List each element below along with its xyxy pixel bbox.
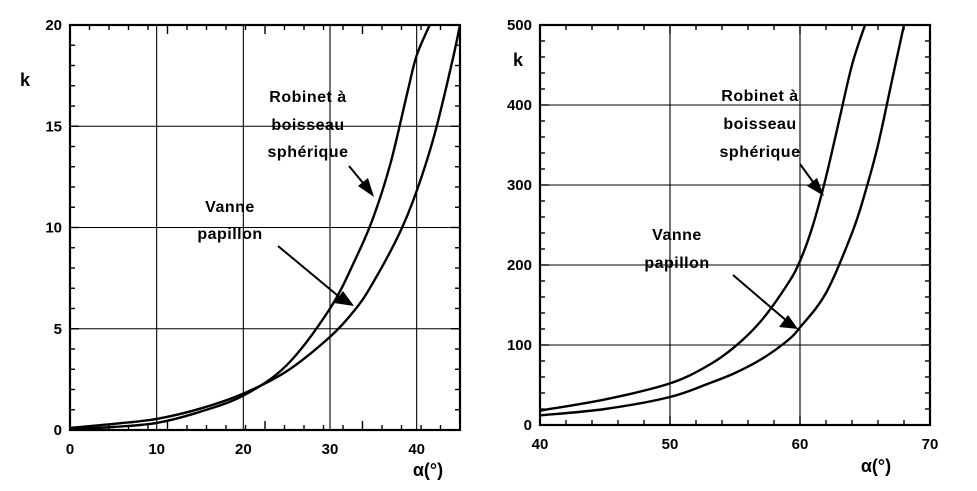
x-tick-label-right-60: 60 — [792, 436, 809, 453]
annotation-robinet-line2-right: boisseau — [723, 116, 796, 133]
y-tick-label-right-100: 100 — [507, 337, 532, 354]
annotation-vanne-line1-left: Vanne — [205, 199, 255, 216]
ticks-right: 40 50 60 70 0 100 200 300 400 500 — [507, 17, 938, 453]
y-tick-label-right-500: 500 — [507, 17, 532, 34]
arrow-vanne-right — [732, 274, 789, 323]
annotation-robinet-line1-right: Robinet à — [721, 88, 798, 105]
y-tick-label-right-300: 300 — [507, 177, 532, 194]
curves-right — [539, 24, 906, 417]
x-tick-label-left-10: 10 — [148, 441, 165, 458]
x-tick-label-right-40: 40 — [532, 436, 549, 453]
x-tick-label-right-50: 50 — [662, 436, 679, 453]
annotation-robinet-line1-left: Robinet à — [269, 89, 346, 106]
x-tick-label-right-70: 70 — [922, 436, 939, 453]
annotation-robinet-line3-right: sphérique — [720, 144, 801, 161]
annotation-vanne-line1-right: Vanne — [652, 227, 702, 244]
plot-frame-right — [538, 23, 932, 427]
y-tick-label-right-0: 0 — [524, 417, 532, 434]
annotation-vanne-line2-left: papillon — [197, 226, 262, 243]
series-line-robinet-right — [539, 24, 867, 412]
x-axis-label-right: α(°) — [861, 456, 891, 476]
series-line-robinet-left — [69, 24, 431, 431]
y-tick-label-right-400: 400 — [507, 97, 532, 114]
series-line-vanne-right — [539, 24, 906, 417]
y-axis-label-right: k — [513, 50, 524, 70]
grid-right — [540, 25, 930, 425]
grid-left — [70, 25, 460, 430]
chart-right: 40 50 60 70 0 100 200 300 400 500 k α(°) Robinet … — [507, 17, 938, 476]
y-tick-label-right-200: 200 — [507, 257, 532, 274]
series-line-vanne-left — [69, 24, 462, 430]
x-tick-label-left-30: 30 — [322, 441, 339, 458]
arrowhead-vanne-right — [779, 315, 798, 329]
arrowhead-vanne-left — [334, 291, 354, 306]
arrowhead-robinet-left — [358, 178, 374, 197]
curves-left — [69, 24, 462, 431]
annotation-robinet-line3-left: sphérique — [268, 144, 349, 161]
x-tick-label-left-20: 20 — [235, 441, 252, 458]
chart-left: 0 10 20 30 40 0 5 10 15 20 k α(°) Robinet à boiss… — [20, 17, 462, 480]
y-tick-label-left-10: 10 — [45, 220, 62, 237]
y-axis-label-left: k — [20, 70, 31, 90]
x-tick-label-left-40: 40 — [408, 441, 425, 458]
arrowhead-robinet-right — [807, 178, 824, 196]
x-axis-label-left: α(°) — [413, 460, 443, 480]
x-tick-label-left-0: 0 — [66, 441, 74, 458]
annotation-vanne-line2-right: papillon — [644, 255, 709, 272]
y-tick-label-left-15: 15 — [45, 118, 62, 135]
annotation-robinet-line2-left: boisseau — [271, 117, 344, 134]
ticks-left: 0 10 20 30 40 0 5 10 15 20 — [45, 17, 460, 458]
y-tick-label-left-0: 0 — [54, 422, 62, 439]
y-tick-label-left-20: 20 — [45, 17, 62, 34]
arrow-vanne-left — [277, 245, 344, 301]
y-tick-label-left-5: 5 — [54, 321, 62, 338]
